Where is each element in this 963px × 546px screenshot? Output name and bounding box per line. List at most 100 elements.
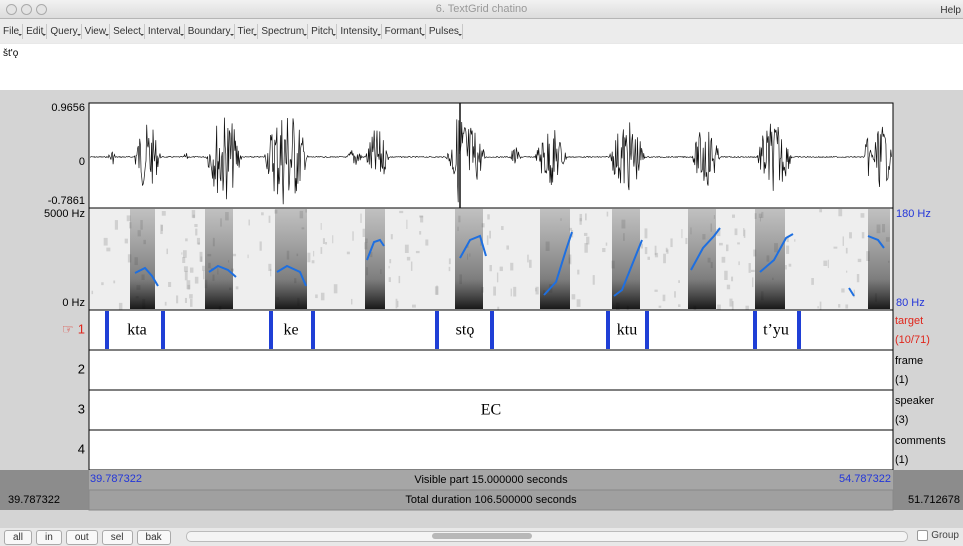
- menu-item[interactable]: File: [0, 23, 24, 39]
- spectrogram-noise: [195, 228, 198, 236]
- spectrogram-noise: [487, 214, 490, 220]
- close-button[interactable]: [6, 4, 17, 15]
- pitch-contour: [208, 264, 237, 278]
- menu-item[interactable]: Select: [110, 23, 145, 39]
- spectrogram-noise: [586, 236, 590, 245]
- spectrogram-noise: [786, 235, 789, 243]
- interval-label[interactable]: ktu: [617, 322, 637, 339]
- spectrogram-noise: [268, 263, 272, 271]
- spectrogram-noise: [481, 223, 485, 228]
- spectrogram-noise: [261, 212, 264, 216]
- spectrogram-noise: [114, 220, 118, 230]
- menu-item[interactable]: Pulses: [426, 23, 463, 39]
- text-field[interactable]: št'ǫ: [0, 44, 963, 90]
- spectrogram-noise: [654, 245, 657, 256]
- menu-item[interactable]: View: [82, 23, 111, 39]
- tier-number: 1: [78, 321, 85, 336]
- menu-item[interactable]: Pitch: [308, 23, 338, 39]
- spectrogram-noise: [166, 248, 168, 255]
- spectrogram-noise: [390, 234, 393, 240]
- spectrogram-noise: [665, 247, 668, 252]
- button-2[interactable]: out: [65, 529, 98, 545]
- pitch-contour: [613, 239, 643, 297]
- spectrogram-noise: [486, 235, 489, 245]
- button-0[interactable]: all: [4, 529, 33, 545]
- spectrogram-noise: [182, 250, 187, 258]
- interval-label[interactable]: EC: [481, 402, 501, 419]
- menu-item[interactable]: Formant: [382, 23, 426, 39]
- spectrogram-noise: [91, 290, 94, 295]
- total-bar[interactable]: [88, 489, 894, 511]
- spectrogram-noise: [731, 276, 734, 282]
- tier[interactable]: [88, 349, 894, 391]
- scrollbar[interactable]: [186, 531, 908, 542]
- interval-label[interactable]: ke: [283, 322, 298, 339]
- visible-bar[interactable]: [89, 470, 893, 490]
- spectrogram-noise: [412, 304, 416, 308]
- spectrogram-band: [688, 209, 716, 309]
- interval-label[interactable]: kta: [127, 322, 147, 339]
- spectrogram-noise: [856, 273, 860, 283]
- menu-item[interactable]: Query: [47, 23, 82, 39]
- menu-item[interactable]: Tier: [235, 23, 259, 39]
- menu-item[interactable]: Edit: [23, 23, 48, 39]
- button-bar: all in out sel bak Group: [0, 528, 963, 546]
- interval-label[interactable]: stǫ: [456, 322, 475, 339]
- spectrogram-noise: [849, 232, 852, 239]
- pitch-contour: [134, 266, 159, 287]
- spectrogram-noise: [268, 215, 271, 223]
- spectrogram-noise: [501, 226, 504, 231]
- spectrogram-noise: [199, 251, 203, 262]
- spectrogram-noise: [419, 231, 422, 235]
- spectrogram-noise: [866, 251, 870, 262]
- menu-item[interactable]: Intensity: [337, 23, 382, 39]
- group-checkbox[interactable]: Group: [917, 530, 959, 541]
- spectrogram-noise: [535, 288, 537, 292]
- menu-item[interactable]: Spectrum: [258, 23, 309, 39]
- spectrogram-noise: [823, 260, 828, 266]
- scroll-thumb[interactable]: [432, 533, 532, 539]
- tier-pointer: ☞: [62, 321, 74, 336]
- spectrogram-noise: [743, 229, 746, 238]
- spectrogram-noise: [160, 224, 163, 235]
- spectrogram-noise: [861, 232, 865, 239]
- spectrogram-noise: [569, 227, 573, 231]
- waveform-zero: 0: [79, 156, 85, 168]
- spectrogram-noise: [743, 228, 745, 237]
- menu-item[interactable]: Interval: [145, 23, 185, 39]
- spectrogram-noise: [315, 294, 318, 299]
- group-label: Group: [931, 530, 959, 541]
- spectrogram-noise: [196, 237, 201, 245]
- checkbox[interactable]: [917, 530, 929, 541]
- spectrogram-noise: [489, 264, 492, 272]
- spectrogram-noise: [325, 242, 328, 245]
- button-4[interactable]: bak: [136, 529, 171, 545]
- spectrogram-noise: [352, 231, 354, 241]
- button-3[interactable]: sel: [101, 529, 133, 545]
- spectrogram-noise: [425, 239, 429, 246]
- spectrogram-band: [205, 209, 233, 309]
- spectrogram-noise: [734, 228, 738, 236]
- spectrogram-noise: [182, 256, 186, 264]
- spectrogram-noise: [785, 265, 787, 270]
- menu-help[interactable]: Help: [940, 5, 961, 16]
- button-1[interactable]: in: [36, 529, 62, 545]
- interval-label[interactable]: t’yu: [763, 322, 789, 339]
- left-outside-box[interactable]: [0, 470, 89, 510]
- spectrogram-noise: [202, 265, 205, 271]
- tier[interactable]: [88, 389, 894, 431]
- menu-item[interactable]: Boundary: [185, 23, 235, 39]
- right-outside-box[interactable]: [893, 470, 963, 510]
- spectrogram-noise: [716, 228, 721, 237]
- spectrogram-noise: [176, 295, 179, 304]
- spectrogram-noise: [753, 249, 757, 257]
- zoom-button[interactable]: [36, 4, 47, 15]
- spectrogram-bottom: 0 Hz: [62, 297, 85, 309]
- tier[interactable]: [88, 429, 894, 471]
- spectrogram-noise: [663, 253, 666, 264]
- spectrogram-noise: [605, 242, 608, 246]
- spectrogram-noise: [658, 305, 662, 308]
- spectrogram-noise: [644, 228, 648, 239]
- spectrogram-noise: [725, 244, 729, 252]
- minimize-button[interactable]: [21, 4, 32, 15]
